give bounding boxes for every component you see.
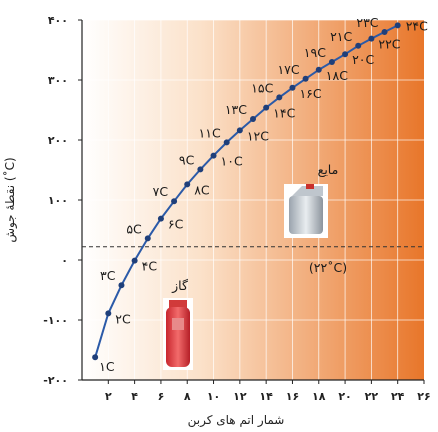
point-label: ۱۵C (251, 80, 273, 95)
point-label: ۱۰C (221, 154, 243, 169)
x-tick-label: ۲۶ (417, 390, 430, 403)
x-tick-label: ۲ (105, 390, 112, 403)
reference-line-label: (۲۲˚C) (309, 260, 347, 275)
data-point (236, 127, 243, 134)
data-point (263, 104, 270, 111)
point-label: ۱۷C (277, 62, 299, 77)
data-point (368, 35, 375, 42)
data-point (184, 181, 191, 188)
data-point (92, 354, 99, 361)
series-points (92, 22, 401, 361)
data-point (328, 59, 335, 65)
y-tick-labels: -۲۰۰ -۱۰۰ ۰ ۱۰۰ ۲۰۰ ۳۰۰ ۴۰۰ (43, 14, 82, 387)
point-label: ۱۶C (299, 86, 321, 101)
data-point (394, 22, 401, 29)
point-label: ۵C (126, 221, 142, 236)
point-label: ۶C (168, 217, 184, 232)
x-axis-title: شمار اتم های کربن (188, 413, 285, 428)
x-tick-label: ۴ (131, 390, 138, 403)
point-label: ۲۲C (378, 37, 400, 52)
y-tick-label: ۴۰۰ (48, 14, 68, 27)
y-axis-title: نقطهٔ جوش (˚C) (2, 157, 18, 242)
data-point (289, 84, 296, 91)
point-label: ۳C (100, 268, 116, 283)
x-tick-label: ۶ (158, 390, 165, 403)
data-point (315, 66, 322, 73)
liquid-label: مایع (318, 162, 339, 177)
x-tick-label: ۲۲ (365, 390, 379, 403)
y-tick-label: ۲۰۰ (48, 134, 68, 147)
x-tick-labels: ۲ ۴ ۶ ۸ ۱۰ ۱۲ ۱۴ ۱۶ ۱۸ ۲۰ ۲۲ ۲۴ ۲۶ (105, 380, 431, 403)
data-point (105, 310, 112, 317)
point-label: ۱۹C (304, 45, 326, 60)
point-label: ۲C (115, 311, 131, 326)
x-tick-label: ۲۰ (338, 390, 351, 403)
point-label: ۱۱C (199, 125, 221, 140)
point-label: ۷C (153, 184, 169, 199)
point-label: ۱C (99, 359, 115, 374)
point-label: ۲۴C (406, 18, 428, 33)
point-label: ۱۸C (326, 68, 348, 83)
data-point (342, 51, 349, 58)
gas-label: گاز (171, 278, 188, 294)
data-point (144, 235, 151, 242)
x-tick-label: ۱۶ (286, 390, 299, 403)
data-point (381, 29, 388, 35)
x-tick-label: ۲۴ (391, 390, 405, 403)
point-label: ۸C (194, 182, 210, 197)
y-tick-label: -۱۰۰ (43, 314, 68, 327)
point-label: ۲۳C (356, 15, 378, 30)
data-point (131, 257, 138, 264)
y-tick-label: -۲۰۰ (43, 374, 68, 387)
gas-bottle-icon (163, 298, 193, 370)
point-label: ۲۱C (330, 29, 352, 44)
y-tick-label: ۱۰۰ (48, 194, 68, 207)
point-label: ۱۲C (247, 128, 269, 143)
x-tick-label: ۱۲ (233, 390, 247, 403)
data-point (355, 42, 362, 49)
data-point (210, 152, 217, 159)
data-point (171, 198, 178, 205)
data-point (276, 94, 283, 101)
x-tick-label: ۱۰ (207, 390, 220, 403)
point-label: ۴C (142, 259, 158, 274)
data-point (197, 166, 204, 173)
point-label: ۲۰C (352, 52, 374, 67)
x-tick-label: ۱۸ (312, 390, 326, 403)
data-point (157, 215, 164, 222)
data-point (302, 75, 309, 82)
liquid-can-icon (284, 184, 328, 238)
x-tick-label: ۸ (184, 390, 191, 403)
point-label: ۹C (179, 152, 195, 167)
x-tick-label: ۱۴ (259, 390, 273, 403)
y-tick-label: ۰ (61, 254, 68, 267)
data-point (118, 282, 125, 289)
grid-lines (82, 19, 424, 380)
point-label: ۱۳C (225, 102, 247, 117)
point-label: ۱۴C (273, 106, 295, 121)
y-tick-label: ۳۰۰ (48, 74, 68, 87)
data-point (250, 116, 256, 122)
data-point (223, 139, 230, 146)
